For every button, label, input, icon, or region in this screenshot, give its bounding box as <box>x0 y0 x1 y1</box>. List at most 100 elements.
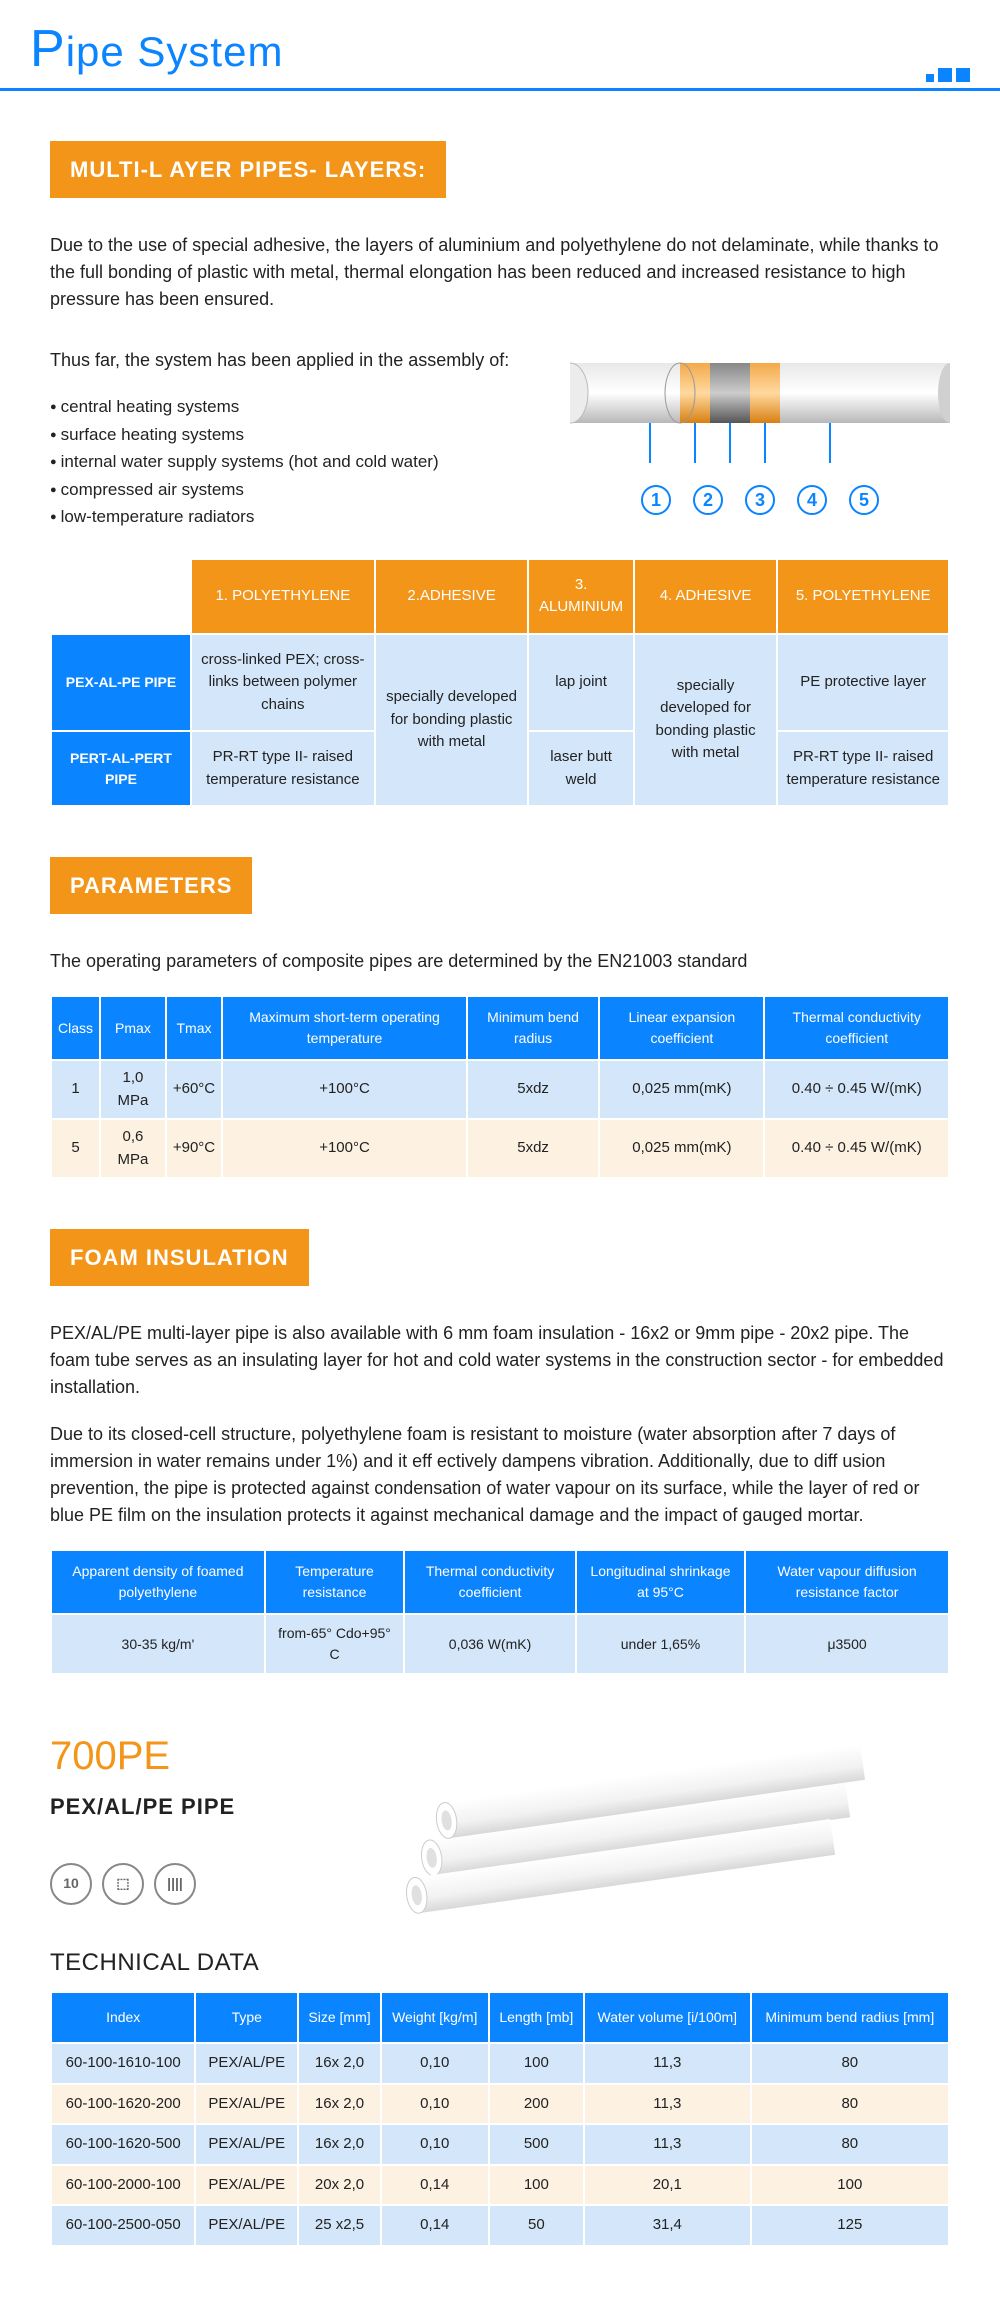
tech-th: Type <box>195 1992 298 2043</box>
r1c1: cross-linked PEX; cross-links between po… <box>191 634 375 732</box>
tech-row: 60-100-2000-100PEX/AL/PE20x 2,00,1410020… <box>51 2165 949 2206</box>
foam-p1: PEX/AL/PE multi-layer pipe is also avail… <box>50 1320 950 1401</box>
bullet-item: central heating systems <box>50 394 550 420</box>
params-th: Pmax <box>100 996 166 1060</box>
tech-cell: 100 <box>489 2165 584 2206</box>
product-text: 700PE PEX/AL/PE PIPE 10⬚|||| <box>50 1726 235 1905</box>
tech-th: Minimum bend radius [mm] <box>751 1992 949 2043</box>
params-th: Minimum bend radius <box>467 996 599 1060</box>
tech-cell: 80 <box>751 2124 949 2165</box>
lh2: 2.ADHESIVE <box>375 559 529 634</box>
tech-heading: TECHNICAL DATA <box>50 1945 950 1981</box>
tech-cell: 31,4 <box>584 2205 751 2246</box>
pipe-svg <box>570 333 950 493</box>
params-cell: +90°C <box>166 1119 222 1178</box>
bullet-item: surface heating systems <box>50 422 550 448</box>
r1c5: PE protective layer <box>777 634 949 732</box>
foam-cell: under 1,65% <box>576 1614 745 1674</box>
params-table: ClassPmaxTmaxMaximum short-term operatin… <box>50 995 950 1179</box>
tech-cell: 20x 2,0 <box>298 2165 381 2206</box>
tech-cell: PEX/AL/PE <box>195 2043 298 2084</box>
heading-params: PARAMETERS <box>50 857 252 914</box>
tech-cell: 20,1 <box>584 2165 751 2206</box>
tech-cell: 0,10 <box>381 2084 489 2125</box>
params-cell: 0,025 mm(mK) <box>599 1119 764 1178</box>
tech-cell: 0,14 <box>381 2205 489 2246</box>
r2c3: laser butt weld <box>528 731 633 806</box>
params-cell: 0,025 mm(mK) <box>599 1060 764 1119</box>
tech-cell: 100 <box>751 2165 949 2206</box>
icon-row: 10⬚|||| <box>50 1863 235 1905</box>
tech-table: IndexTypeSize [mm]Weight [kg/m]Length [m… <box>50 1991 950 2247</box>
tech-cell: PEX/AL/PE <box>195 2205 298 2246</box>
pipe-diagram: 12345 <box>570 333 950 515</box>
foam-p2: Due to its closed-cell structure, polyet… <box>50 1421 950 1529</box>
r2c5: PR-RT type II- raised temperature resist… <box>777 731 949 806</box>
row2-label: PERT-AL-PERT PIPE <box>51 731 191 806</box>
params-th: Class <box>51 996 100 1060</box>
tech-cell: 60-100-2500-050 <box>51 2205 195 2246</box>
c2m: specially developed for bonding plastic … <box>375 634 529 807</box>
tech-cell: 50 <box>489 2205 584 2246</box>
tech-row: 60-100-1610-100PEX/AL/PE16x 2,00,1010011… <box>51 2043 949 2084</box>
params-cell: 0.40 ÷ 0.45 W/(mK) <box>764 1119 949 1178</box>
heading-layers: MULTI-L AYER PIPES- LAYERS: <box>50 141 446 198</box>
tech-cell: 60-100-2000-100 <box>51 2165 195 2206</box>
lh1: 1. POLYETHYLENE <box>191 559 375 634</box>
foam-cell: μ3500 <box>745 1614 949 1674</box>
tech-cell: 16x 2,0 <box>298 2084 381 2125</box>
tech-th: Index <box>51 1992 195 2043</box>
tech-cell: 0,10 <box>381 2043 489 2084</box>
c4m: specially developed for bonding plastic … <box>634 634 778 807</box>
bullets-list: central heating systemssurface heating s… <box>50 394 550 530</box>
params-cell: 1 <box>51 1060 100 1119</box>
tech-cell: 200 <box>489 2084 584 2125</box>
tech-cell: 11,3 <box>584 2084 751 2125</box>
tech-cell: PEX/AL/PE <box>195 2124 298 2165</box>
foam-th: Temperature resistance <box>265 1550 404 1614</box>
cert-icon: |||| <box>154 1863 196 1905</box>
product-image <box>265 1715 950 1915</box>
tech-row: 60-100-1620-500PEX/AL/PE16x 2,00,1050011… <box>51 2124 949 2165</box>
tech-th: Water volume [i/100m] <box>584 1992 751 2043</box>
params-cell: +100°C <box>222 1060 467 1119</box>
tech-cell: 16x 2,0 <box>298 2043 381 2084</box>
page-header: Pipe System <box>0 0 1000 91</box>
params-cell: 5 <box>51 1119 100 1178</box>
tech-cell: 16x 2,0 <box>298 2124 381 2165</box>
tech-cell: 60-100-1620-200 <box>51 2084 195 2125</box>
layers-para2: Thus far, the system has been applied in… <box>50 347 550 374</box>
tech-cell: 60-100-1610-100 <box>51 2043 195 2084</box>
cert-icon: ⬚ <box>102 1863 144 1905</box>
empty-cell <box>51 559 191 634</box>
bullet-item: compressed air systems <box>50 477 550 503</box>
tech-cell: PEX/AL/PE <box>195 2165 298 2206</box>
r2c1: PR-RT type II- raised temperature resist… <box>191 731 375 806</box>
product-subtitle: PEX/AL/PE PIPE <box>50 1790 235 1823</box>
params-intro: The operating parameters of composite pi… <box>50 948 950 975</box>
product-row: 700PE PEX/AL/PE PIPE 10⬚|||| <box>50 1715 950 1915</box>
params-th: Tmax <box>166 996 222 1060</box>
tech-cell: 0,10 <box>381 2124 489 2165</box>
intro-left: Thus far, the system has been applied in… <box>50 333 550 538</box>
bullet-item: low-temperature radiators <box>50 504 550 530</box>
params-cell: +60°C <box>166 1060 222 1119</box>
tech-row: 60-100-1620-200PEX/AL/PE16x 2,00,1020011… <box>51 2084 949 2125</box>
params-cell: 5xdz <box>467 1060 599 1119</box>
r1c3: lap joint <box>528 634 633 732</box>
tech-th: Size [mm] <box>298 1992 381 2043</box>
params-cell: 0,6 MPa <box>100 1119 166 1178</box>
cert-icon: 10 <box>50 1863 92 1905</box>
tech-cell: 80 <box>751 2043 949 2084</box>
params-th: Linear expansion coefficient <box>599 996 764 1060</box>
foam-th: Thermal conductivity coefficient <box>404 1550 576 1614</box>
lh3: 3. ALUMINIUM <box>528 559 633 634</box>
tech-th: Length [mb] <box>489 1992 584 2043</box>
lh5: 5. POLYETHYLENE <box>777 559 949 634</box>
foam-th: Longitudinal shrinkage at 95°C <box>576 1550 745 1614</box>
corner-decoration <box>926 68 970 82</box>
heading-foam: FOAM INSULATION <box>50 1229 309 1286</box>
foam-cell: 0,036 W(mK) <box>404 1614 576 1674</box>
foam-table: Apparent density of foamed polyethyleneT… <box>50 1549 950 1675</box>
foam-th: Water vapour diffusion resistance factor <box>745 1550 949 1614</box>
